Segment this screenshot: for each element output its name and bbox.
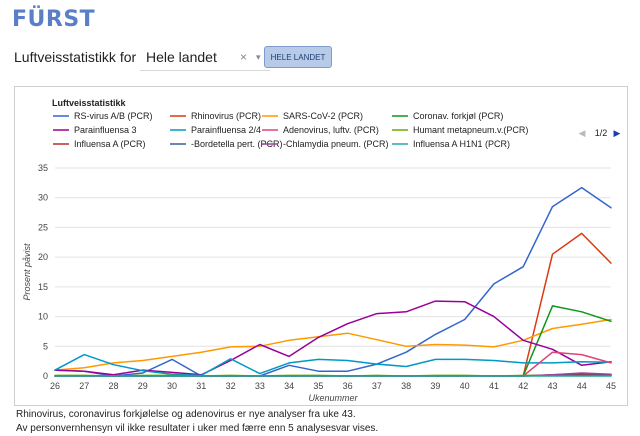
legend-prev-icon: ◀ [579,128,586,138]
x-tick-label: 43 [547,381,557,391]
legend-entry: Adenovirus, luftv. (PCR) [283,125,379,135]
x-tick-label: 32 [226,381,236,391]
region-select-value: Hele landet [146,49,217,65]
footnote-new-analyses: Rhinovirus, coronavirus forkjølelse og a… [16,409,356,420]
series-line [54,300,612,376]
all-country-button[interactable]: HELE LANDET [264,46,332,68]
x-axis-label: Ukenummer [308,393,358,403]
legend-entry: Parainfluensa 3 [74,125,137,135]
series-line [54,186,612,377]
footnotes: Rhinovirus, coronavirus forkjølelse og a… [16,408,378,436]
x-tick-label: 29 [138,381,148,391]
x-tick-label: 34 [284,381,294,391]
series-line [522,232,612,377]
clear-icon[interactable]: × [240,50,248,64]
series-line [522,305,612,377]
footnote-privacy: Av personvernhensyn vil ikke resultater … [16,423,379,434]
x-tick-label: 45 [606,381,616,391]
y-tick-label: 20 [38,252,48,262]
region-select[interactable]: Hele landet × ▾ [140,46,270,71]
x-tick-label: 30 [167,381,177,391]
legend-entry: Coronav. forkjøl (PCR) [413,111,503,121]
legend-entry: SARS-CoV-2 (PCR) [283,111,363,121]
chart-title: Luftveisstatistikk [52,98,127,108]
x-tick-label: 37 [372,381,382,391]
series-line [522,351,612,377]
y-tick-label: 30 [38,193,48,203]
x-tick-label: 28 [109,381,119,391]
chart-frame: Luftveisstatistikk RS-virus A/B (PCR) Rhin… [14,86,628,406]
legend-entry: Humant metapneum.v.(PCR) [413,125,528,135]
x-tick-label: 40 [460,381,470,391]
chevron-down-icon[interactable]: ▾ [256,52,261,62]
statistics-for-label: Luftveisstatistikk for [14,49,137,65]
legend-entry: -Bordetella pert. (PCR) [191,139,283,149]
x-tick-label: 27 [79,381,89,391]
x-tick-label: 35 [313,381,323,391]
legend-entry: Rhinovirus (PCR) [191,111,261,121]
legend-entry: RS-virus A/B (PCR) [74,111,153,121]
series-line [54,318,612,371]
x-tick-label: 33 [255,381,265,391]
y-tick-label: 25 [38,222,48,232]
y-tick-label: 0 [43,371,48,381]
x-tick-label: 38 [401,381,411,391]
y-axis-label: Prosent påvist [22,243,32,301]
x-tick-label: 31 [196,381,206,391]
fürst-logo: FÜRST [12,7,96,32]
x-tick-label: 26 [50,381,60,391]
x-tick-label: 41 [489,381,499,391]
y-tick-label: 15 [38,282,48,292]
region-controls: Luftveisstatistikk for Hele landet × ▾ H… [14,46,634,71]
x-tick-label: 39 [430,381,440,391]
legend-entry: Influensa A (PCR) [74,139,146,149]
legend-entry: Influensa A H1N1 (PCR) [413,139,510,149]
legend-page-indicator: 1/2 [595,128,608,138]
x-tick-label: 36 [343,381,353,391]
legend-next-icon[interactable]: ▶ [614,128,621,138]
y-tick-label: 10 [38,312,48,322]
legend-entry: Parainfluensa 2/4 [191,125,261,135]
y-tick-label: 35 [38,163,48,173]
series-line [54,353,612,377]
x-tick-label: 42 [518,381,528,391]
legend-entry: -Chlamydia pneum. (PCR) [283,139,389,149]
x-tick-label: 44 [577,381,587,391]
line-chart: Luftveisstatistikk RS-virus A/B (PCR) Rhin… [22,98,621,403]
y-tick-label: 5 [43,341,48,351]
